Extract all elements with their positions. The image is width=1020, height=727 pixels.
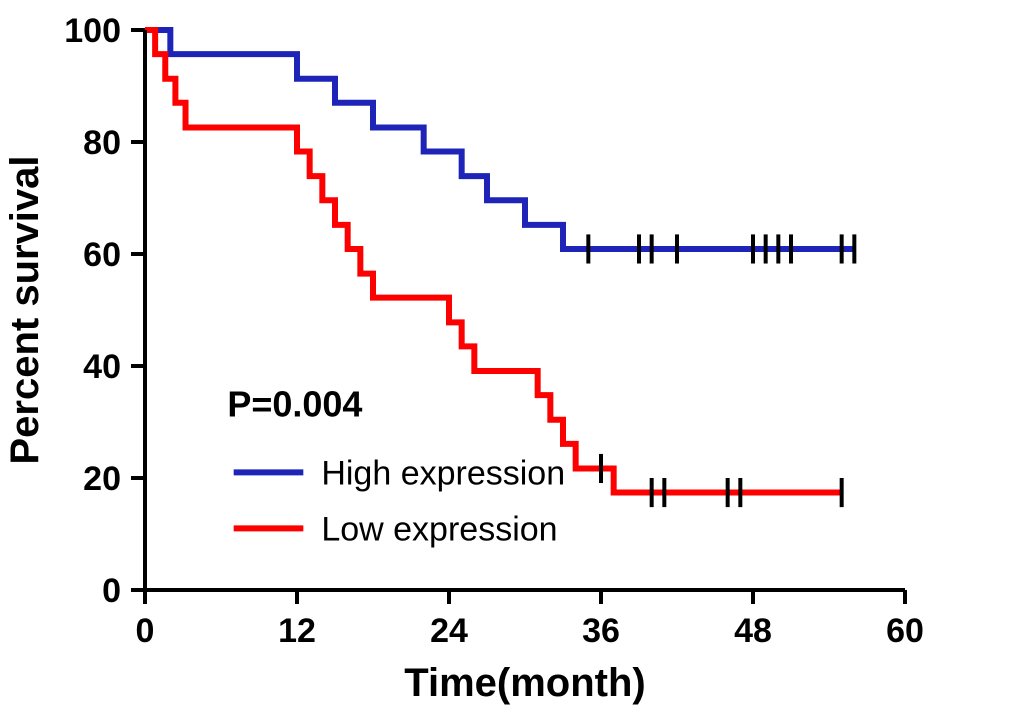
p-value-label: P=0.004 xyxy=(227,383,362,424)
x-tick-label: 12 xyxy=(278,612,316,650)
x-tick-label: 24 xyxy=(430,612,468,650)
legend-label: Low expression xyxy=(321,510,557,548)
survival-chart: 0 12 24 36 48 60 0 20 40 60 80 100 Time(month) Percen… xyxy=(0,0,1020,727)
y-tick-label: 80 xyxy=(83,124,121,162)
x-tick-label: 36 xyxy=(582,612,620,650)
y-tick-label: 40 xyxy=(83,348,121,386)
y-tick-label: 60 xyxy=(83,236,121,274)
x-axis-label: Time(month) xyxy=(404,661,645,705)
y-tick-label: 100 xyxy=(64,12,121,50)
y-tick-label: 0 xyxy=(102,572,121,610)
x-tick-label: 48 xyxy=(734,612,772,650)
x-tick-label: 0 xyxy=(136,612,155,650)
y-axis-label: Percent survival xyxy=(3,155,47,464)
legend-label: High expression xyxy=(321,454,565,492)
x-tick-label: 60 xyxy=(886,612,924,650)
y-tick-label: 20 xyxy=(83,460,121,498)
